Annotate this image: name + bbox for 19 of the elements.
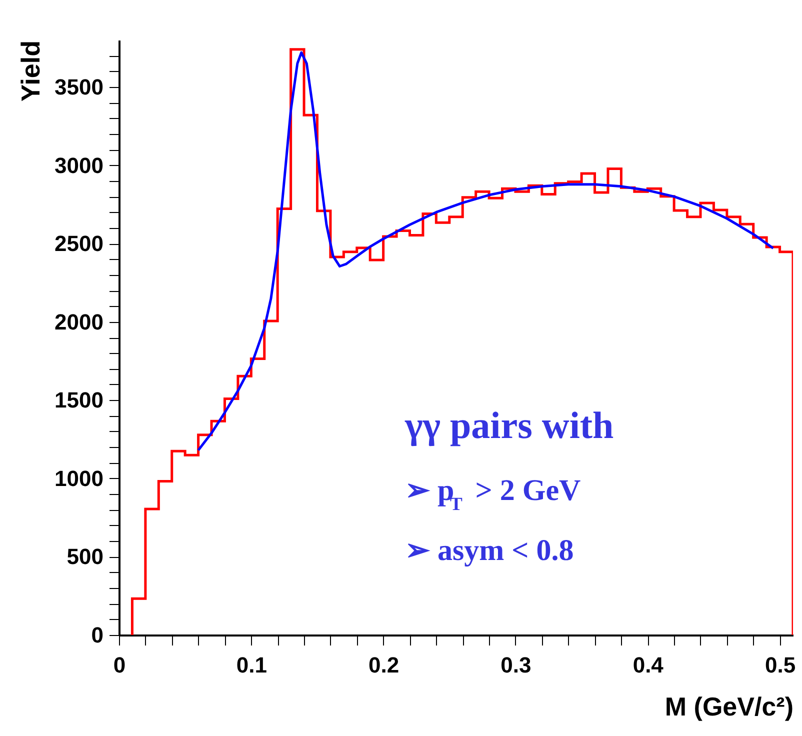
y-tick-label: 2500: [54, 231, 104, 256]
line-series: [197, 51, 774, 452]
y-tick-label: 0: [91, 622, 104, 648]
y-tick-label: 500: [66, 544, 104, 570]
y-axis-title: Yield: [16, 40, 46, 102]
annotation: γγ pairs with: [404, 405, 614, 447]
y-tick-label: 3500: [54, 74, 104, 100]
x-tick-label: 0.2: [368, 652, 400, 678]
annotation: ➢ asym < 0.8: [405, 534, 574, 567]
y-tick-label: 1500: [54, 388, 104, 413]
x-tick-label: 0.5: [764, 652, 796, 678]
x-tick-label: 0.1: [236, 652, 267, 678]
x-axis-title: M (GeV/c²): [664, 692, 794, 722]
y-tick-label: 3000: [54, 152, 104, 178]
x-tick-label: 0.3: [500, 652, 532, 678]
y-tick-label: 2000: [54, 309, 104, 334]
x-tick-label: 0.4: [632, 652, 664, 678]
x-tick-label: 0: [113, 652, 126, 678]
y-tick-label: 1000: [54, 466, 104, 491]
